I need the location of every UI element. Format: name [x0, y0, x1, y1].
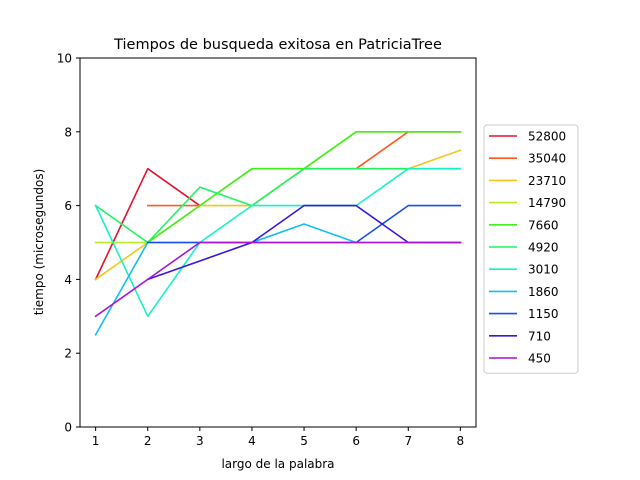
legend-label: 1150: [528, 307, 559, 321]
x-tick-label: 4: [248, 434, 256, 448]
chart-title: Tiempos de busqueda exitosa en PatriciaT…: [113, 37, 442, 53]
legend-label: 23710: [528, 174, 566, 188]
x-tick-label: 2: [144, 434, 152, 448]
y-tick-label: 8: [64, 125, 72, 139]
legend-label: 35040: [528, 152, 566, 166]
y-axis-label: tiempo (microsegundos): [32, 169, 46, 316]
x-tick-label: 3: [196, 434, 204, 448]
series-line-4920: [94, 167, 462, 244]
y-tick-label: 4: [64, 273, 72, 287]
legend-label: 52800: [528, 130, 566, 144]
legend-box: [483, 124, 579, 374]
y-axis: 0 2 4 6 8 10: [57, 52, 80, 435]
plot-area-frame: [79, 57, 477, 428]
legend-label: 1860: [528, 285, 559, 299]
y-tick-label: 6: [64, 199, 72, 213]
y-tick-label: 10: [57, 52, 72, 66]
x-tick-label: 6: [352, 434, 360, 448]
series-line-450: [94, 241, 462, 318]
x-axis: 1 2 3 4 5 6 7 8: [92, 427, 464, 448]
legend-label: 450: [528, 352, 551, 366]
legend-label: 3010: [528, 263, 559, 277]
x-tick-label: 5: [300, 434, 308, 448]
series-line-3010: [94, 167, 462, 318]
y-tick-label: 0: [64, 421, 72, 435]
legend-label: 4920: [528, 241, 559, 255]
legend: 52800 35040 23710 14790 7660 4920 3010 1860 1150…: [483, 124, 579, 374]
x-tick-label: 7: [404, 434, 412, 448]
x-tick-label: 8: [457, 434, 465, 448]
legend-label: 14790: [528, 196, 566, 210]
series-layer: [94, 131, 462, 336]
x-axis-label: largo de la palabra: [221, 457, 334, 471]
legend-label: 7660: [528, 218, 559, 232]
x-tick-label: 1: [92, 434, 100, 448]
legend-label: 710: [528, 329, 551, 343]
y-tick-label: 2: [64, 347, 72, 361]
